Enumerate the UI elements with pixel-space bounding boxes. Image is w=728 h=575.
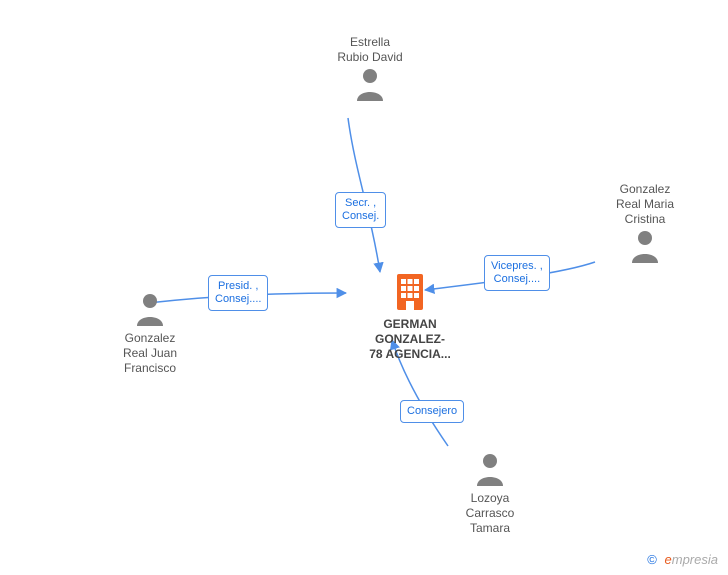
person-label: Gonzalez Real Juan Francisco [95,331,205,376]
company-node[interactable]: GERMAN GONZALEZ- 78 AGENCIA... [355,270,465,362]
person-icon [315,67,425,106]
edge-label: Secr. , Consej. [335,192,386,228]
person-icon [590,229,700,268]
brand-rest: mpresia [672,552,718,567]
person-icon [435,452,545,491]
person-node-estrella[interactable]: Estrella Rubio David [315,35,425,106]
brand-initial: e [665,552,672,567]
person-node-lozoya[interactable]: Lozoya Carrasco Tamara [435,450,545,536]
company-label: GERMAN GONZALEZ- 78 AGENCIA... [355,317,465,362]
person-label: Gonzalez Real Maria Cristina [590,182,700,227]
building-icon [355,272,465,317]
person-label: Estrella Rubio David [315,35,425,65]
watermark: © empresia [647,552,718,567]
edge-label: Vicepres. , Consej.... [484,255,550,291]
person-node-gonzalez_mc[interactable]: Gonzalez Real Maria Cristina [590,182,700,268]
copyright-symbol: © [647,552,657,567]
edge-label: Consejero [400,400,464,423]
person-label: Lozoya Carrasco Tamara [435,491,545,536]
person-node-gonzalez_jf[interactable]: Gonzalez Real Juan Francisco [95,290,205,376]
edge-label: Presid. , Consej.... [208,275,268,311]
person-icon [95,292,205,331]
diagram-canvas: GERMAN GONZALEZ- 78 AGENCIA... Estrella … [0,0,728,575]
